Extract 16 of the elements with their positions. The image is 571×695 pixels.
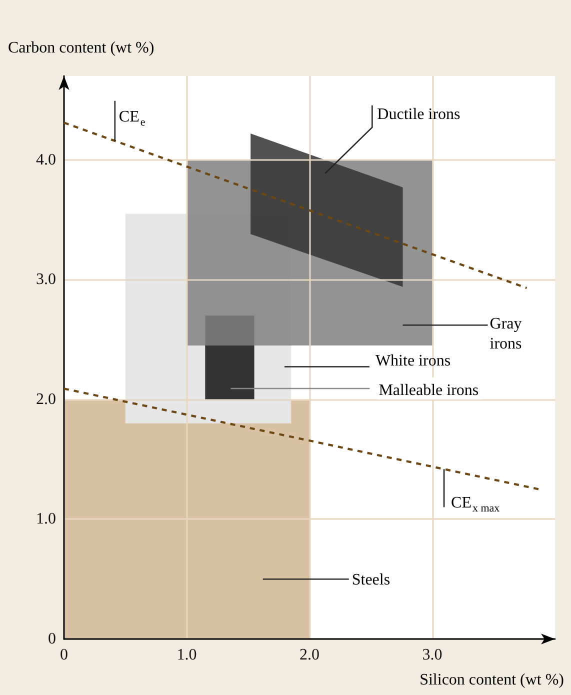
x-tick-label: 0 — [60, 646, 68, 664]
text: Ductile irons — [377, 106, 460, 123]
y-tick-label: 3.0 — [36, 271, 56, 288]
text: White irons — [375, 352, 451, 370]
text: Steels — [352, 572, 390, 589]
x-tick-label: 1.0 — [176, 646, 197, 664]
y-axis-title: Carbon content (wt %) — [8, 40, 154, 56]
x-tick-label: 3.0 — [422, 646, 442, 664]
x-tick-label: 2.0 — [300, 646, 320, 664]
text: Malleable irons — [378, 382, 479, 400]
y-tick-label: 2.0 — [36, 390, 56, 408]
x-axis-title: Silicon content (wt %) — [420, 672, 564, 688]
text: Gray irons — [490, 316, 526, 353]
y-tick-label: 4.0 — [36, 151, 56, 168]
y-tick-label: 0 — [48, 630, 56, 648]
y-tick-label: 1.0 — [36, 510, 56, 528]
